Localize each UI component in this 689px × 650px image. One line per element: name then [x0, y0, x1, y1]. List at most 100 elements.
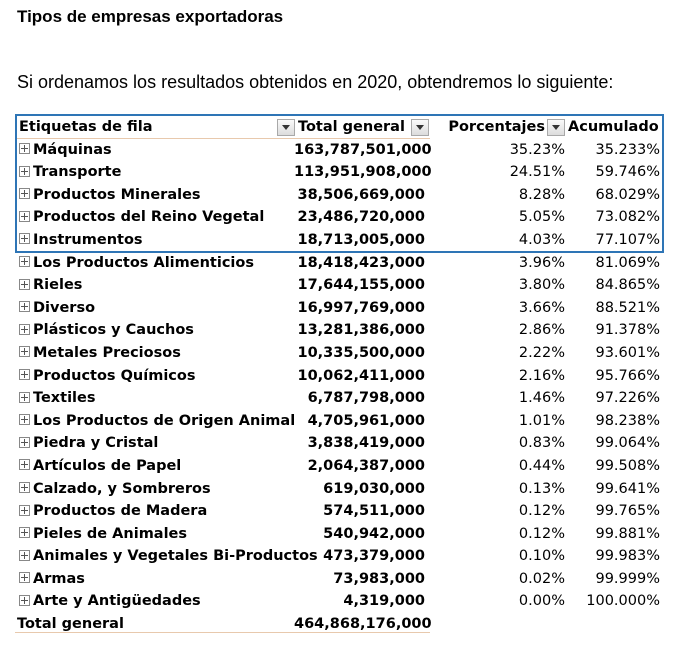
header-row: Etiquetas de fila Total general Porcenta… — [15, 116, 670, 139]
header-total-general: Total general — [298, 119, 405, 135]
table-row[interactable]: Productos de Madera 574,511,000 0.12% 99.76… — [15, 500, 670, 523]
expand-icon[interactable] — [19, 504, 30, 516]
table-row[interactable]: Piedra y Cristal 3,838,419,000 0.83% 99.064… — [15, 432, 670, 455]
page-title: Tipos de empresas exportadoras — [17, 7, 284, 26]
porcentajes-filter-dropdown[interactable] — [547, 119, 565, 136]
table-row[interactable]: Artículos de Papel 2,064,387,000 0.44% 99.5… — [15, 455, 670, 478]
row-porcentaje: 2.16% — [518, 367, 565, 384]
row-acumulado: 98.238% — [595, 412, 660, 429]
expand-icon[interactable] — [19, 527, 30, 539]
table-row[interactable]: Armas 73,983,000 0.02% 99.999% — [15, 568, 670, 591]
row-label: Piedra y Cristal — [19, 432, 294, 455]
row-label: Productos Minerales — [19, 184, 294, 207]
row-acumulado: 91.378% — [595, 322, 660, 339]
table-row[interactable]: Productos del Reino Vegetal 23,486,720,00… — [15, 206, 670, 229]
expand-icon[interactable] — [19, 256, 30, 268]
table-row[interactable]: Diverso 16,997,769,000 3.66% 88.521% — [15, 297, 670, 320]
row-total: 619,030,000 — [323, 480, 425, 497]
table-row[interactable]: Transporte 113,951,908,000 24.51% 59.746% — [15, 161, 670, 184]
row-porcentaje: 0.83% — [518, 435, 565, 452]
expand-icon[interactable] — [19, 414, 30, 426]
expand-icon[interactable] — [19, 549, 30, 561]
row-labels-filter-dropdown[interactable] — [277, 119, 295, 136]
row-porcentaje: 2.22% — [518, 344, 565, 361]
expand-icon[interactable] — [19, 165, 30, 177]
row-label: Productos del Reino Vegetal — [19, 206, 294, 229]
grand-total-row: Total general 464,868,176,000 — [15, 613, 670, 636]
expand-icon[interactable] — [19, 210, 30, 222]
row-label-text: Los Productos Alimenticios — [33, 254, 254, 271]
header-porcentajes: Porcentajes — [448, 119, 545, 135]
row-label: Rieles — [19, 274, 294, 297]
row-label-text: Metales Preciosos — [33, 344, 181, 361]
intro-text: Si ordenamos los resultados obtenidos en… — [17, 72, 614, 92]
row-label: Artículos de Papel — [19, 455, 294, 478]
expand-icon[interactable] — [19, 369, 30, 381]
row-porcentaje: 0.44% — [518, 457, 565, 474]
row-total: 4,705,961,000 — [307, 412, 425, 429]
row-acumulado: 88.521% — [595, 299, 660, 316]
row-porcentaje: 2.86% — [518, 322, 565, 339]
table-row[interactable]: Instrumentos 18,713,005,000 4.03% 77.107% — [15, 229, 670, 252]
row-porcentaje: 3.96% — [518, 254, 565, 271]
expand-icon[interactable] — [19, 346, 30, 358]
row-total: 10,335,500,000 — [297, 344, 425, 361]
row-label: Calzado, y Sombreros — [19, 478, 294, 501]
header-divider — [15, 138, 430, 139]
row-label-text: Transporte — [33, 164, 122, 181]
row-acumulado: 77.107% — [595, 231, 660, 248]
row-total: 113,951,908,000 — [294, 164, 432, 181]
table-row[interactable]: Textiles 6,787,798,000 1.46% 97.226% — [15, 387, 670, 410]
table-row[interactable]: Máquinas 163,787,501,000 35.23% 35.233% — [15, 139, 670, 162]
table-row[interactable]: Metales Preciosos 10,335,500,000 2.22% 93.6… — [15, 342, 670, 365]
row-label-text: Piedra y Cristal — [33, 435, 159, 452]
expand-icon[interactable] — [19, 572, 30, 584]
row-label-text: Plásticos y Cauchos — [33, 322, 194, 339]
expand-icon[interactable] — [19, 233, 30, 245]
row-acumulado: 99.064% — [595, 435, 660, 452]
row-acumulado: 93.601% — [595, 344, 660, 361]
row-porcentaje: 3.66% — [518, 299, 565, 316]
expand-icon[interactable] — [19, 323, 30, 335]
expand-icon[interactable] — [19, 278, 30, 290]
row-label: Transporte — [19, 161, 294, 184]
table-row[interactable]: Productos Minerales 38,506,669,000 8.28% 68… — [15, 184, 670, 207]
grand-total-value: 464,868,176,000 — [294, 616, 432, 633]
expand-icon[interactable] — [19, 391, 30, 403]
row-label: Animales y Vegetales Bi-Productos — [19, 545, 318, 568]
expand-icon[interactable] — [19, 301, 30, 313]
header-row-labels: Etiquetas de fila — [19, 119, 153, 135]
row-porcentaje: 0.00% — [518, 593, 565, 610]
expand-icon[interactable] — [19, 594, 30, 606]
table-row[interactable]: Los Productos Alimenticios 18,418,423,000… — [15, 252, 670, 275]
table-row[interactable]: Productos Químicos 10,062,411,000 2.16% 95.… — [15, 365, 670, 388]
row-label-text: Máquinas — [33, 141, 112, 158]
expand-icon[interactable] — [19, 459, 30, 471]
expand-icon[interactable] — [19, 436, 30, 448]
row-total: 163,787,501,000 — [294, 141, 432, 158]
row-label: Metales Preciosos — [19, 342, 294, 365]
row-label-text: Productos de Madera — [33, 503, 208, 520]
row-total: 38,506,669,000 — [297, 186, 425, 203]
expand-icon[interactable] — [19, 143, 30, 155]
table-row[interactable]: Pieles de Animales 540,942,000 0.12% 99.881… — [15, 523, 670, 546]
table-row[interactable]: Calzado, y Sombreros 619,030,000 0.13% 99.6… — [15, 478, 670, 501]
total-general-filter-dropdown[interactable] — [411, 119, 429, 136]
row-label: Armas — [19, 568, 294, 591]
row-acumulado: 97.226% — [595, 390, 660, 407]
table-row[interactable]: Animales y Vegetales Bi-Productos 473,379… — [15, 545, 670, 568]
expand-icon[interactable] — [19, 482, 30, 493]
row-total: 4,319,000 — [343, 593, 425, 610]
row-label-text: Los Productos de Origen Animal — [33, 412, 296, 429]
row-porcentaje: 0.10% — [518, 548, 565, 565]
row-label-text: Productos Minerales — [33, 186, 201, 203]
table-row[interactable]: Arte y Antigüedades 4,319,000 0.00% 100.000… — [15, 590, 670, 613]
row-total: 540,942,000 — [323, 525, 425, 542]
row-label: Arte y Antigüedades — [19, 590, 294, 613]
row-acumulado: 81.069% — [595, 254, 660, 271]
table-row[interactable]: Los Productos de Origen Animal 4,705,961,… — [15, 410, 670, 433]
table-row[interactable]: Rieles 17,644,155,000 3.80% 84.865% — [15, 274, 670, 297]
row-label: Los Productos de Origen Animal — [19, 410, 296, 433]
table-row[interactable]: Plásticos y Cauchos 13,281,386,000 2.86% 91… — [15, 319, 670, 342]
expand-icon[interactable] — [19, 188, 30, 200]
